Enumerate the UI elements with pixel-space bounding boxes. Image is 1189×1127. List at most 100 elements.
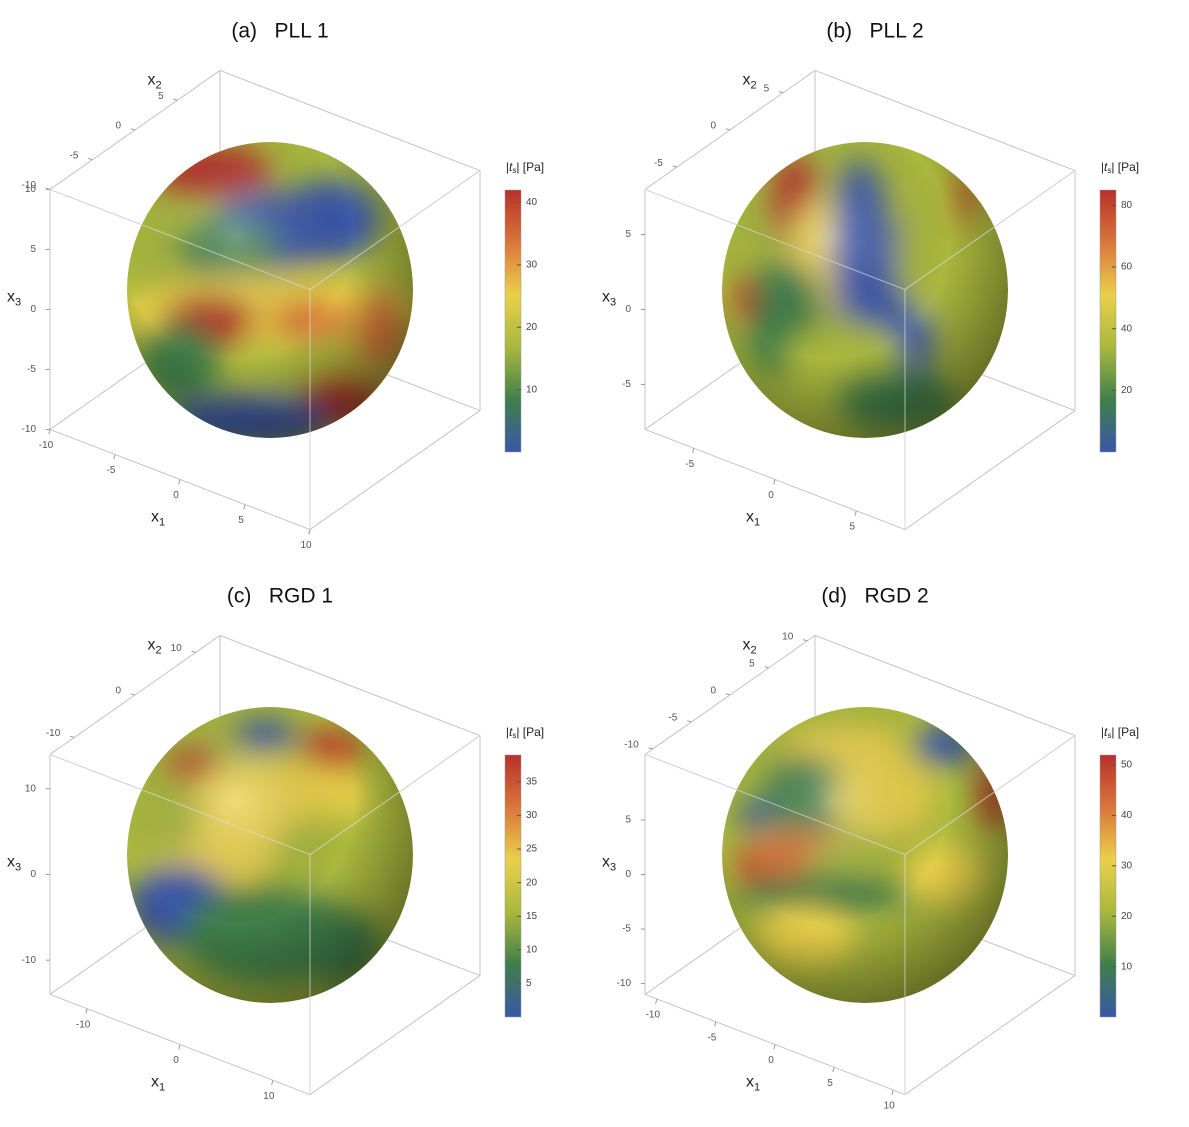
- tick-label: 10: [25, 783, 37, 794]
- colorbar-tick-label: 80: [1121, 200, 1133, 211]
- tick-label: -10: [22, 424, 37, 435]
- axis-label: x3: [7, 289, 21, 309]
- axis-label: x2: [147, 637, 161, 657]
- tick-mark: [179, 480, 180, 485]
- tick-mark: [244, 505, 245, 510]
- axis-label-var: x: [742, 72, 750, 89]
- tick-mark: [272, 1080, 273, 1085]
- tick-mark: [715, 1022, 716, 1027]
- axis-label: x3: [602, 289, 616, 309]
- surface: [127, 707, 413, 1003]
- colorbar-label-part: | [Pa]: [1111, 725, 1139, 739]
- colorbar-tick-label: 30: [1121, 860, 1133, 871]
- tick-label: -5: [685, 459, 694, 470]
- tick-mark: [649, 748, 653, 749]
- tick-mark: [114, 454, 115, 459]
- surface: [722, 142, 1008, 438]
- panel-title: (d) RGD 2: [821, 585, 928, 608]
- tick-mark: [693, 448, 694, 453]
- axis-label-sub: 3: [15, 861, 21, 873]
- tick-mark: [803, 640, 807, 641]
- colorbar-tick-label: 25: [526, 844, 538, 855]
- surface-shade: [127, 142, 413, 438]
- tick-mark: [131, 129, 135, 130]
- colorbar-tick-label: 20: [526, 877, 538, 888]
- tick-label: -10: [46, 728, 61, 739]
- axis-label-var: x: [147, 637, 155, 654]
- tick-label: 5: [849, 521, 855, 532]
- tick-mark: [673, 166, 677, 167]
- tick-label: 10: [25, 184, 37, 195]
- tick-label: -5: [668, 713, 677, 724]
- tick-label: -5: [707, 1032, 716, 1043]
- tick-label: 0: [710, 121, 716, 132]
- colorbar-label: |ts| [Pa]: [1101, 160, 1139, 175]
- tick-label: 0: [173, 490, 179, 501]
- colorbar-tick-label: 20: [526, 322, 538, 333]
- colorbar-label-part: | [Pa]: [516, 160, 544, 174]
- panel: (a) PLL 1-10-50510-10-505-10-50510x1x2x3…: [7, 20, 544, 552]
- tick-label: 5: [30, 244, 36, 255]
- tick-label: -10: [39, 440, 54, 451]
- tick-label: 0: [625, 869, 631, 880]
- panel-title: (b) PLL 2: [826, 20, 923, 43]
- axis-label-sub: 2: [155, 79, 161, 91]
- surface-shade: [722, 142, 1008, 438]
- axis-label-var: x: [7, 289, 15, 306]
- colorbar-tick-label: 10: [526, 384, 538, 395]
- tick-mark: [892, 1090, 893, 1095]
- axis-label-sub: 2: [750, 79, 756, 91]
- tick-label: 0: [768, 490, 774, 501]
- colorbar-tick-label: 15: [526, 911, 538, 922]
- colorbar-tick-label: 40: [526, 197, 538, 208]
- tick-label: 0: [115, 686, 121, 697]
- colorbar: [505, 755, 521, 1017]
- axis-label: x1: [746, 1074, 760, 1094]
- colorbar-tick-label: 35: [526, 777, 538, 788]
- tick-mark: [833, 1067, 834, 1072]
- panel: (d) RGD 2-10-50510-10-50510-10-505x1x2x3…: [602, 585, 1139, 1112]
- colorbar-label: |ts| [Pa]: [1101, 725, 1139, 740]
- colorbar-tick-label: 60: [1121, 262, 1133, 273]
- tick-label: 5: [625, 815, 631, 826]
- colorbar-tick-label: 5: [526, 978, 532, 989]
- axis-label-var: x: [746, 509, 754, 526]
- axis-label: x2: [147, 72, 161, 92]
- tick-label: 10: [300, 540, 312, 551]
- colorbar-tick-label: 10: [1121, 961, 1133, 972]
- tick-label: -5: [622, 379, 631, 390]
- axis-label-sub: 2: [750, 644, 756, 656]
- tick-mark: [173, 99, 177, 100]
- tick-mark: [774, 480, 775, 485]
- surface-shade: [722, 707, 1008, 1003]
- colorbar: [505, 190, 521, 452]
- surface-shade: [127, 707, 413, 1003]
- tick-mark: [131, 694, 135, 695]
- tick-label: -10: [22, 955, 37, 966]
- axis-label-sub: 3: [610, 861, 616, 873]
- tick-label: 5: [749, 659, 755, 670]
- box-edge: [310, 976, 480, 1095]
- tick-mark: [779, 92, 783, 93]
- tick-mark: [687, 721, 691, 722]
- tick-label: 5: [827, 1078, 833, 1089]
- colorbar-tick-label: 30: [526, 259, 538, 270]
- surface: [722, 707, 1010, 1003]
- colorbar-label-part: | [Pa]: [1111, 160, 1139, 174]
- colorbar-tick-label: 40: [1121, 323, 1133, 334]
- axis-label-var: x: [742, 637, 750, 654]
- tick-label: 0: [30, 869, 36, 880]
- tick-mark: [88, 159, 92, 160]
- colorbar-label: |ts| [Pa]: [506, 725, 544, 740]
- axis-label-sub: 3: [610, 296, 616, 308]
- tick-label: 0: [115, 121, 121, 132]
- axis-label: x2: [742, 72, 756, 92]
- tick-label: -10: [76, 1019, 91, 1030]
- axis-label: x1: [151, 509, 165, 529]
- colorbar-label-part: | [Pa]: [516, 725, 544, 739]
- tick-label: -5: [622, 924, 631, 935]
- axis-label-var: x: [602, 854, 610, 871]
- tick-label: 0: [625, 304, 631, 315]
